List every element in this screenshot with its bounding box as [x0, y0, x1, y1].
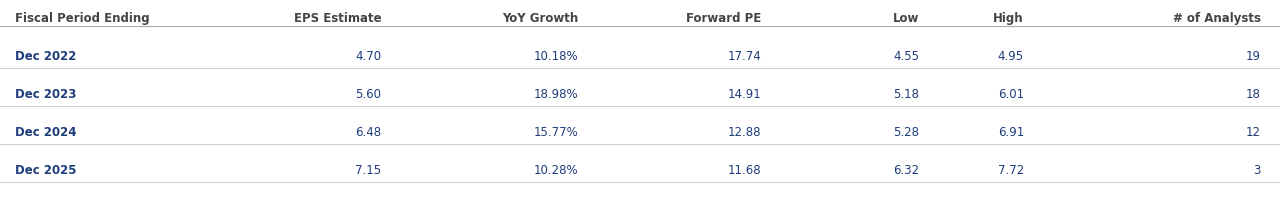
Text: 5.28: 5.28 [893, 126, 919, 139]
Text: 14.91: 14.91 [728, 88, 762, 101]
Text: 3: 3 [1253, 164, 1261, 177]
Text: 12.88: 12.88 [728, 126, 762, 139]
Text: 15.77%: 15.77% [534, 126, 579, 139]
Text: 6.48: 6.48 [356, 126, 381, 139]
Text: 10.18%: 10.18% [534, 50, 579, 63]
Text: # of Analysts: # of Analysts [1172, 12, 1261, 25]
Text: Dec 2025: Dec 2025 [15, 164, 77, 177]
Text: 19: 19 [1245, 50, 1261, 63]
Text: 7.15: 7.15 [356, 164, 381, 177]
Text: 6.91: 6.91 [997, 126, 1024, 139]
Text: 7.72: 7.72 [997, 164, 1024, 177]
Text: 6.01: 6.01 [998, 88, 1024, 101]
Text: Forward PE: Forward PE [686, 12, 762, 25]
Text: 17.74: 17.74 [728, 50, 762, 63]
Text: 5.18: 5.18 [893, 88, 919, 101]
Text: 6.32: 6.32 [893, 164, 919, 177]
Text: 18: 18 [1245, 88, 1261, 101]
Text: 4.70: 4.70 [356, 50, 381, 63]
Text: Fiscal Period Ending: Fiscal Period Ending [15, 12, 150, 25]
Text: EPS Estimate: EPS Estimate [294, 12, 381, 25]
Text: 18.98%: 18.98% [534, 88, 579, 101]
Text: Low: Low [892, 12, 919, 25]
Text: Dec 2024: Dec 2024 [15, 126, 77, 139]
Text: 12: 12 [1245, 126, 1261, 139]
Text: 5.60: 5.60 [356, 88, 381, 101]
Text: 4.55: 4.55 [893, 50, 919, 63]
Text: Dec 2022: Dec 2022 [15, 50, 77, 63]
Text: YoY Growth: YoY Growth [502, 12, 579, 25]
Text: 11.68: 11.68 [728, 164, 762, 177]
Text: 4.95: 4.95 [998, 50, 1024, 63]
Text: Dec 2023: Dec 2023 [15, 88, 77, 101]
Text: High: High [993, 12, 1024, 25]
Text: 10.28%: 10.28% [534, 164, 579, 177]
